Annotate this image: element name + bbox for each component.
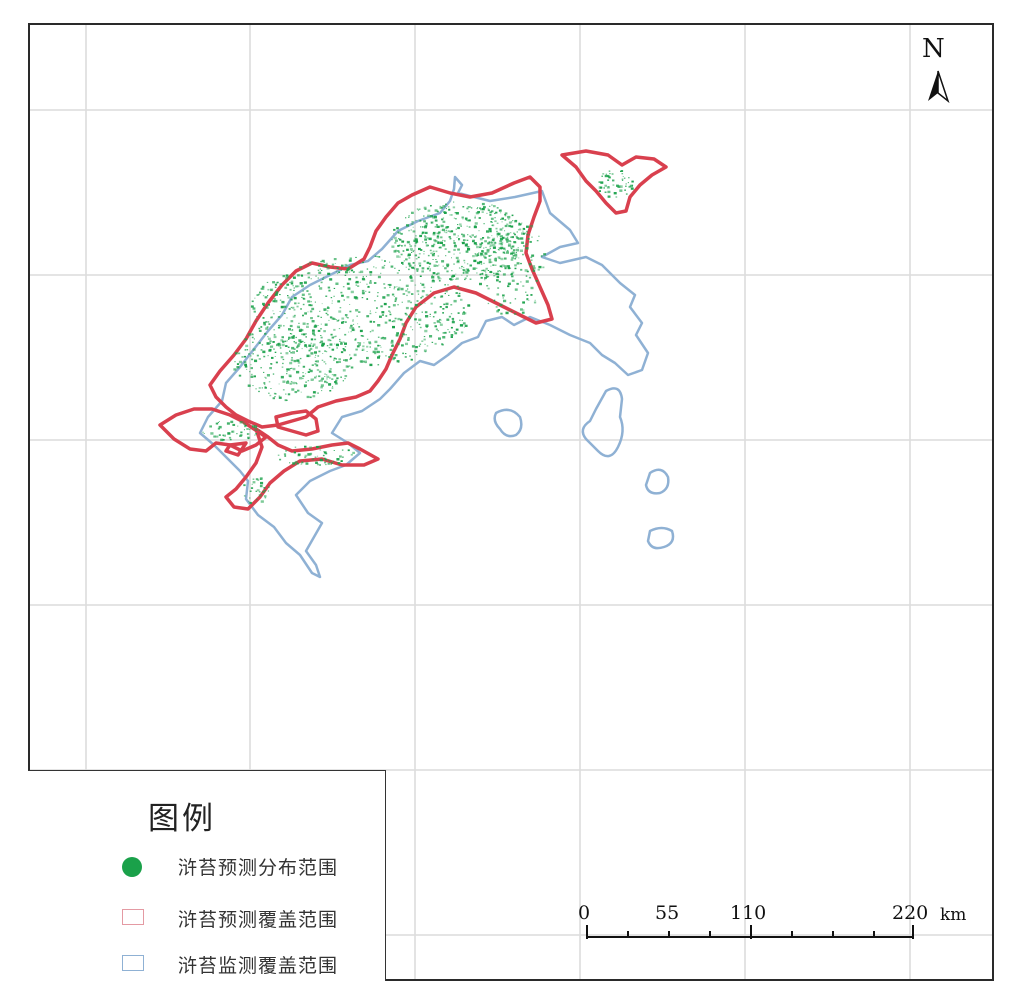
- red-outline-box-icon: [122, 909, 144, 925]
- scale-tick-220: 220: [892, 902, 929, 924]
- scale-tick-110: 110: [730, 902, 767, 924]
- scale-unit: km: [940, 905, 967, 925]
- monitored-coverage-outline: [198, 175, 675, 579]
- predicted-coverage-outline: [158, 149, 668, 511]
- legend-item-predicted-coverage: 浒苔预测覆盖范围: [28, 899, 386, 939]
- legend-label: 浒苔监测覆盖范围: [178, 955, 339, 977]
- legend: 图例 浒苔预测分布范围 浒苔预测覆盖范围 浒苔监测覆盖范围: [28, 770, 386, 981]
- scale-tick-55: 55: [655, 902, 680, 924]
- legend-label: 浒苔预测分布范围: [178, 857, 339, 879]
- legend-item-distribution: 浒苔预测分布范围: [28, 847, 386, 887]
- distribution-area: [202, 170, 634, 504]
- north-arrow-icon: [928, 70, 950, 104]
- legend-label: 浒苔预测覆盖范围: [178, 909, 339, 931]
- north-label: N: [922, 34, 945, 64]
- legend-item-monitored-coverage: 浒苔监测覆盖范围: [28, 945, 386, 985]
- scale-bar: [586, 925, 914, 939]
- legend-title: 图例: [148, 801, 216, 837]
- green-dot-icon: [122, 857, 142, 877]
- scale-tick-0: 0: [578, 902, 591, 924]
- blue-outline-box-icon: [122, 955, 144, 971]
